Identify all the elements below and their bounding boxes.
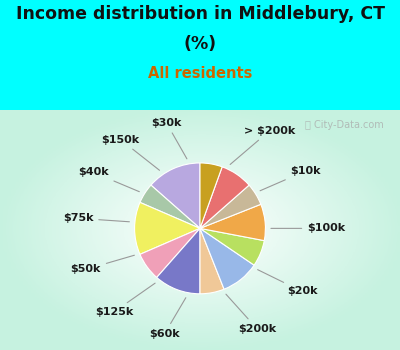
Text: > $200k: > $200k	[230, 126, 295, 164]
Text: $20k: $20k	[258, 270, 317, 296]
Wedge shape	[200, 167, 249, 228]
Text: $125k: $125k	[95, 283, 155, 317]
Text: $75k: $75k	[63, 213, 129, 223]
Wedge shape	[140, 185, 200, 228]
Text: $30k: $30k	[151, 118, 187, 159]
Wedge shape	[200, 228, 264, 265]
Wedge shape	[200, 204, 266, 241]
Wedge shape	[151, 163, 200, 228]
Text: ⓘ City-Data.com: ⓘ City-Data.com	[305, 120, 384, 130]
Text: $100k: $100k	[271, 223, 345, 233]
Text: $10k: $10k	[260, 166, 321, 191]
Text: $150k: $150k	[102, 135, 160, 170]
Wedge shape	[200, 163, 222, 228]
Wedge shape	[134, 202, 200, 254]
Wedge shape	[200, 228, 254, 289]
Text: All residents: All residents	[148, 66, 252, 82]
Wedge shape	[200, 228, 224, 294]
Wedge shape	[200, 185, 261, 228]
Text: $200k: $200k	[226, 294, 276, 334]
Wedge shape	[140, 228, 200, 278]
Text: $60k: $60k	[149, 298, 186, 339]
Text: (%): (%)	[184, 35, 216, 53]
Text: $50k: $50k	[70, 255, 134, 274]
Wedge shape	[157, 228, 200, 294]
Text: $40k: $40k	[78, 167, 139, 192]
Text: Income distribution in Middlebury, CT: Income distribution in Middlebury, CT	[16, 5, 384, 23]
